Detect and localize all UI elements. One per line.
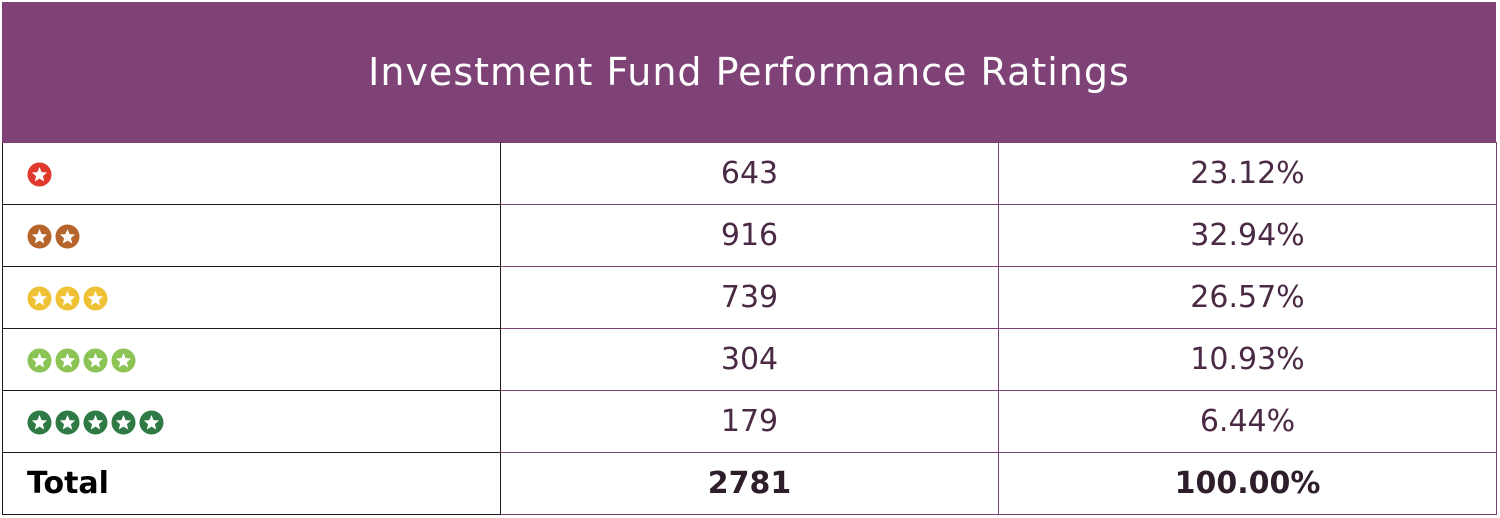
star-icon bbox=[55, 348, 80, 373]
star-icon bbox=[83, 410, 108, 435]
percent-cell: 23.12% bbox=[998, 142, 1497, 205]
table-row: 179 6.44% bbox=[2, 390, 1497, 453]
table-row: 304 10.93% bbox=[2, 328, 1497, 391]
star-icon bbox=[83, 348, 108, 373]
star-icon bbox=[111, 410, 136, 435]
count-cell: 179 bbox=[500, 390, 999, 453]
ratings-table: 643 23.12% 916 32.94% 739 26.57% 304 10.93% 179 6… bbox=[2, 142, 1497, 515]
star-icon bbox=[55, 224, 80, 249]
ratings-table-body: 643 23.12% 916 32.94% 739 26.57% 304 10.93% 179 6… bbox=[2, 142, 1497, 515]
count-cell: 304 bbox=[500, 328, 999, 391]
count-cell: 739 bbox=[500, 266, 999, 329]
rating-cell bbox=[2, 390, 501, 453]
total-label: Total bbox=[2, 452, 501, 515]
count-cell: 643 bbox=[500, 142, 999, 205]
percent-cell: 26.57% bbox=[998, 266, 1497, 329]
star-icon bbox=[27, 348, 52, 373]
percent-cell: 32.94% bbox=[998, 204, 1497, 267]
total-percent: 100.00% bbox=[998, 452, 1497, 515]
rating-cell bbox=[2, 328, 501, 391]
star-icon bbox=[55, 410, 80, 435]
star-rating bbox=[27, 348, 136, 373]
rating-cell bbox=[2, 204, 501, 267]
star-icon bbox=[27, 286, 52, 311]
total-count: 2781 bbox=[500, 452, 999, 515]
rating-cell bbox=[2, 142, 501, 205]
star-rating bbox=[27, 410, 164, 435]
table-row: 916 32.94% bbox=[2, 204, 1497, 267]
table-header: Investment Fund Performance Ratings bbox=[2, 2, 1496, 142]
table-row: 643 23.12% bbox=[2, 142, 1497, 205]
percent-cell: 10.93% bbox=[998, 328, 1497, 391]
star-icon bbox=[83, 286, 108, 311]
star-icon bbox=[27, 224, 52, 249]
star-rating bbox=[27, 286, 108, 311]
star-rating bbox=[27, 162, 52, 187]
table-title: Investment Fund Performance Ratings bbox=[368, 50, 1130, 94]
star-icon bbox=[27, 410, 52, 435]
star-icon bbox=[55, 286, 80, 311]
table-row: 739 26.57% bbox=[2, 266, 1497, 329]
count-cell: 916 bbox=[500, 204, 999, 267]
star-icon bbox=[27, 162, 52, 187]
star-rating bbox=[27, 224, 80, 249]
star-icon bbox=[111, 348, 136, 373]
total-row: Total 2781 100.00% bbox=[2, 452, 1497, 515]
star-icon bbox=[139, 410, 164, 435]
rating-cell bbox=[2, 266, 501, 329]
percent-cell: 6.44% bbox=[998, 390, 1497, 453]
